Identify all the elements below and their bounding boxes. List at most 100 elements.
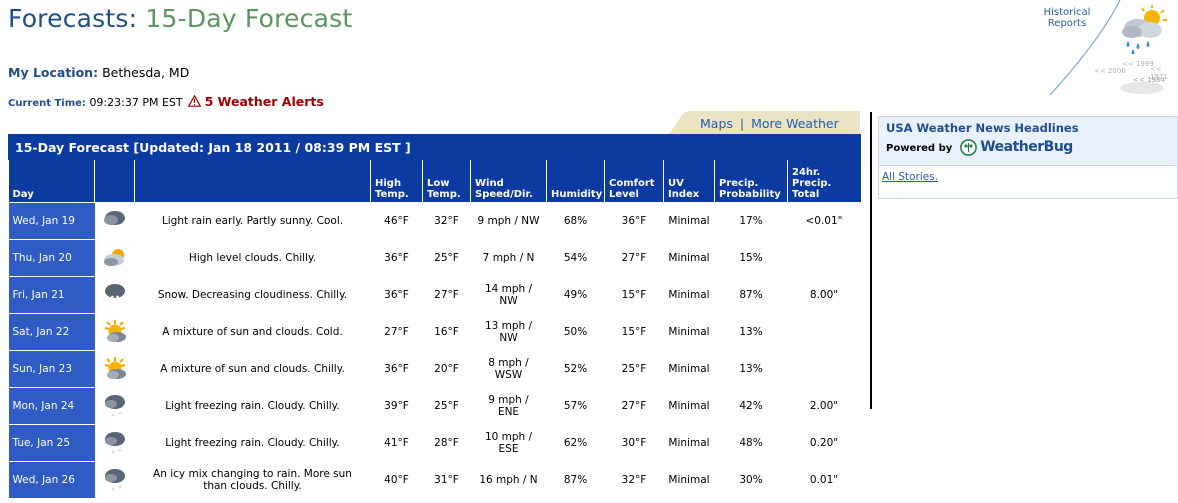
more-weather-link[interactable]: More Weather <box>751 116 839 131</box>
col-wind: Wind Speed/Dir. <box>470 159 547 203</box>
description-cell: Light freezing rain. Cloudy. Chilly. <box>134 424 371 462</box>
weather-icon-cell <box>94 239 135 277</box>
weather-alerts-link[interactable]: 5 Weather Alerts <box>204 94 324 109</box>
precip-total-cell: 0.20" <box>787 424 861 462</box>
day-cell[interactable]: Tue, Jan 25 <box>8 424 95 462</box>
uv-cell: Minimal <box>663 461 715 498</box>
all-stories-link[interactable]: All Stories. <box>882 171 939 183</box>
col-humidity: Humidity <box>546 159 605 203</box>
historical-line1: Historical <box>1043 7 1091 18</box>
weather-icon-cell <box>94 350 135 388</box>
weather-icon-cell <box>94 424 135 462</box>
wind-cell: 14 mph / NW <box>470 276 547 314</box>
historical-reports-link[interactable]: Historical Reports <box>1036 7 1098 29</box>
news-separator <box>879 165 1177 166</box>
current-time-label: Current Time: <box>8 98 86 109</box>
forecast-row: Thu, Jan 20 High level clouds. Chilly. 36°… <box>8 239 861 277</box>
weatherbug-brand[interactable]: WeatherBug <box>980 139 1073 155</box>
day-cell[interactable]: Sat, Jan 22 <box>8 313 95 351</box>
news-header-bg <box>879 117 1177 165</box>
high-temp-cell: 46°F <box>370 202 423 240</box>
historical-arc-icon <box>1049 0 1164 96</box>
uv-cell: Minimal <box>663 239 715 277</box>
column-divider <box>870 112 872 409</box>
high-temp-cell: 36°F <box>370 350 423 388</box>
comfort-cell: 15°F <box>604 313 664 351</box>
description-cell: Light freezing rain. Cloudy. Chilly. <box>134 387 371 425</box>
precip-prob-cell: 15% <box>714 239 788 277</box>
forecast-row: Wed, Jan 19 Light rain early. Partly sunn… <box>8 202 861 240</box>
precip-total-cell <box>787 350 861 388</box>
day-cell[interactable]: Mon, Jan 24 <box>8 387 95 425</box>
high-temp-cell: 36°F <box>370 239 423 277</box>
precip-total-cell <box>787 239 861 277</box>
news-title: USA Weather News Headlines <box>886 121 1079 135</box>
powered-by-row: Powered by WeatherBug <box>886 139 1073 156</box>
day-cell[interactable]: Thu, Jan 20 <box>8 239 95 277</box>
precip-prob-cell: 30% <box>714 461 788 498</box>
year-2000: << 2000 <box>1094 67 1126 75</box>
humidity-cell: 49% <box>546 276 605 314</box>
day-cell[interactable]: Wed, Jan 19 <box>8 202 95 240</box>
partly-sunny-icon <box>102 357 128 379</box>
comfort-cell: 36°F <box>604 202 664 240</box>
location-value[interactable]: Bethesda, MD <box>102 65 190 80</box>
cloudy-sun-icon <box>102 249 128 266</box>
weather-icon-cell <box>94 313 135 351</box>
description-cell: A mixture of sun and clouds. Chilly. <box>134 350 371 388</box>
col-description <box>134 159 371 203</box>
precip-prob-cell: 13% <box>714 350 788 388</box>
low-temp-cell: 32°F <box>422 202 471 240</box>
year-1984: << 1984 <box>1133 76 1165 84</box>
weather-icon-cell <box>94 202 135 240</box>
historical-reports-graphic[interactable]: << 1999 << 2000 << 1971 << 1984 <box>1040 0 1178 100</box>
freezing-rain-icon <box>102 432 128 454</box>
low-temp-cell: 25°F <box>422 239 471 277</box>
low-temp-cell: 28°F <box>422 424 471 462</box>
forecast-table: 15-Day Forecast [Updated: Jan 18 2011 / … <box>8 134 861 498</box>
day-cell[interactable]: Sun, Jan 23 <box>8 350 95 388</box>
high-temp-cell: 40°F <box>370 461 423 498</box>
title-main: 15-Day Forecast <box>145 4 353 33</box>
precip-prob-cell: 13% <box>714 313 788 351</box>
freezing-rain-icon <box>102 469 128 491</box>
day-cell[interactable]: Wed, Jan 26 <box>8 461 95 498</box>
powered-by-label: Powered by <box>886 143 953 154</box>
forecast-row: Tue, Jan 25 Light freezing rain. Cloudy. … <box>8 424 861 462</box>
forecast-row: Fri, Jan 21 Snow. Decreasing cloudiness. … <box>8 276 861 314</box>
col-precip-total: 24hr. Precip. Total <box>787 159 861 203</box>
low-temp-cell: 27°F <box>422 276 471 314</box>
weather-icon-cell <box>94 387 135 425</box>
uv-cell: Minimal <box>663 202 715 240</box>
maps-link[interactable]: Maps <box>700 116 733 131</box>
uv-cell: Minimal <box>663 313 715 351</box>
forecast-row: Mon, Jan 24 Light freezing rain. Cloudy. … <box>8 387 861 425</box>
rain-cloud-icon <box>102 211 128 232</box>
uv-cell: Minimal <box>663 350 715 388</box>
wind-cell: 13 mph / NW <box>470 313 547 351</box>
precip-prob-cell: 48% <box>714 424 788 462</box>
day-cell[interactable]: Fri, Jan 21 <box>8 276 95 314</box>
precip-total-cell <box>787 313 861 351</box>
uv-cell: Minimal <box>663 424 715 462</box>
location-row: My Location: Bethesda, MD <box>8 65 189 80</box>
forecast-row: Sun, Jan 23 A mixture of sun and clouds. … <box>8 350 861 388</box>
weather-icon-cell <box>94 276 135 314</box>
page-title: Forecasts: 15-Day Forecast <box>8 4 352 33</box>
low-temp-cell: 25°F <box>422 387 471 425</box>
humidity-cell: 54% <box>546 239 605 277</box>
partly-sunny-icon <box>102 320 128 342</box>
low-temp-cell: 20°F <box>422 350 471 388</box>
warning-icon[interactable] <box>188 95 202 107</box>
current-time-row: Current Time: 09:23:37 PM EST 5 Weather … <box>8 94 324 109</box>
wind-cell: 16 mph / N <box>470 461 547 498</box>
year-1999: << 1999 <box>1122 60 1154 68</box>
comfort-cell: 30°F <box>604 424 664 462</box>
location-label: My Location: <box>8 65 99 80</box>
description-cell: An icy mix changing to rain. More sun th… <box>134 461 371 498</box>
humidity-cell: 62% <box>546 424 605 462</box>
description-cell: Snow. Decreasing cloudiness. Chilly. <box>134 276 371 314</box>
wind-cell: 9 mph / NW <box>470 202 547 240</box>
precip-prob-cell: 17% <box>714 202 788 240</box>
humidity-cell: 50% <box>546 313 605 351</box>
